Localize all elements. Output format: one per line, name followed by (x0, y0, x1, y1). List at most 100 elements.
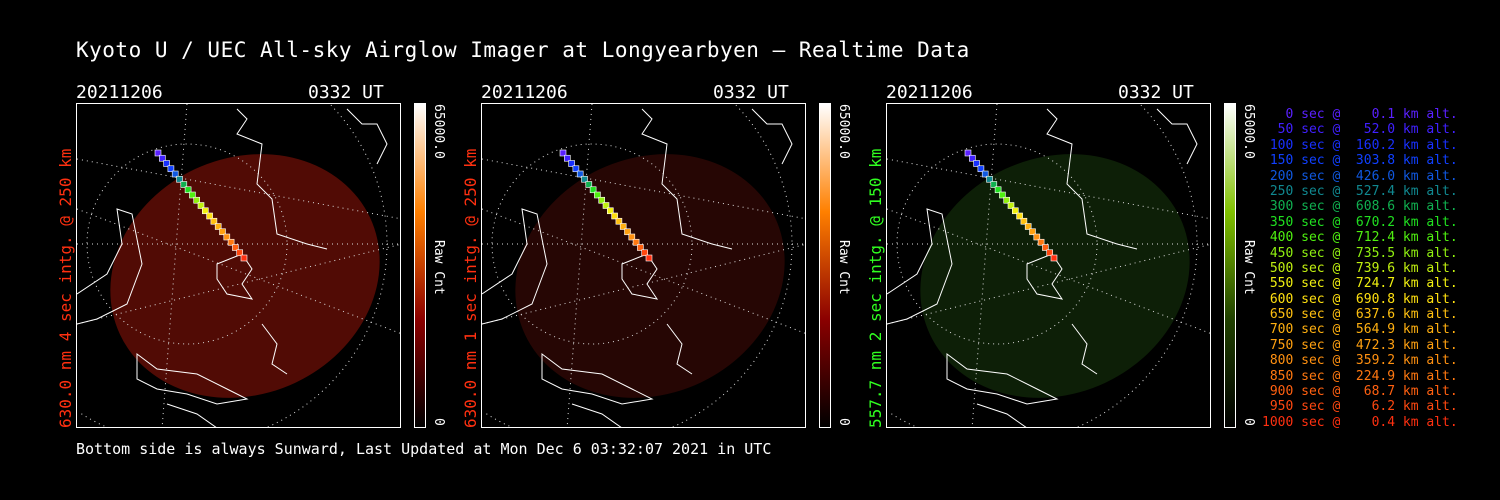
track-point (184, 186, 192, 194)
track-point (564, 154, 571, 162)
track-point (624, 228, 631, 236)
lat-lon-grid (887, 104, 1210, 427)
legend-entry: 650 sec @ 637.6 km alt. (1262, 307, 1458, 323)
track-point (581, 175, 588, 183)
latitude-circle (735, 104, 793, 244)
track-point (994, 186, 1002, 194)
airglow-image (110, 154, 380, 398)
track-point (159, 154, 166, 162)
colorbar-min-label: 0 (1241, 418, 1256, 426)
track-point (163, 160, 170, 167)
colorbar-min-label: 0 (836, 418, 851, 426)
colorbar (1224, 103, 1236, 428)
colorbar-max-label: 65000.0 (836, 104, 851, 159)
track-point (232, 244, 239, 251)
legend-entry: 450 sec @ 735.5 km alt. (1262, 245, 1458, 261)
track-point (594, 191, 601, 199)
track-point (1007, 202, 1015, 209)
latitude-circle (887, 411, 918, 427)
track-point (572, 165, 580, 173)
legend-entry: 400 sec @ 712.4 km alt. (1262, 230, 1458, 246)
track-point (641, 249, 648, 257)
track-point (219, 228, 226, 236)
track-point (602, 202, 610, 209)
track-point (236, 249, 243, 257)
track-point (615, 217, 623, 225)
panel-wavelength-label: 557.7 nm 2 sec intg. @ 150 km (866, 148, 885, 428)
track-point (568, 160, 575, 167)
track-point (977, 165, 985, 173)
colorbar-min-label: 0 (431, 418, 446, 426)
trajectory-legend: 0 sec @ 0.1 km alt. 50 sec @ 52.0 km alt… (1262, 107, 1458, 430)
panel-time: 0332 UT (308, 82, 384, 103)
track-point (210, 217, 218, 225)
colorbar-unit-label: Raw Cnt (431, 240, 446, 295)
legend-entry: 300 sec @ 608.6 km alt. (1262, 199, 1458, 215)
track-point (619, 223, 627, 230)
allsky-image-panel[interactable] (481, 103, 806, 428)
legend-entry: 100 sec @ 160.2 km alt. (1262, 137, 1458, 153)
legend-entry: 900 sec @ 68.7 km alt. (1262, 384, 1458, 400)
track-point (1012, 207, 1019, 215)
coastline (887, 108, 1198, 427)
track-point (628, 233, 636, 241)
track-point (193, 196, 200, 204)
track-point (964, 149, 972, 157)
track-point (990, 181, 998, 188)
colorbar (414, 103, 426, 428)
track-point (180, 181, 188, 188)
track-point (202, 207, 209, 215)
track-point (1046, 249, 1053, 257)
allsky-image-panel[interactable] (886, 103, 1211, 428)
panel-wavelength-label: 630.0 nm 1 sec intg. @ 250 km (461, 148, 480, 428)
track-point (197, 202, 205, 209)
legend-entry: 0 sec @ 0.1 km alt. (1262, 107, 1458, 122)
legend-entry: 850 sec @ 224.9 km alt. (1262, 368, 1458, 384)
track-point (206, 212, 213, 220)
airglow-image (515, 154, 785, 398)
panel-date: 20211206 (886, 82, 973, 103)
colorbar-max-label: 65000.0 (1241, 104, 1256, 159)
legend-entry: 200 sec @ 426.0 km alt. (1262, 168, 1458, 184)
airglow-image (920, 154, 1190, 398)
track-point (1029, 228, 1036, 236)
track-point (1020, 217, 1028, 225)
track-point (969, 154, 976, 162)
legend-entry: 950 sec @ 6.2 km alt. (1262, 399, 1458, 415)
colorbar-unit-label: Raw Cnt (836, 240, 851, 295)
coastline (77, 108, 388, 427)
latitude-circle (1140, 104, 1198, 244)
track-point (607, 207, 614, 215)
track-point (585, 181, 593, 188)
legend-entry: 50 sec @ 52.0 km alt. (1262, 122, 1458, 138)
legend-entry: 350 sec @ 670.2 km alt. (1262, 214, 1458, 230)
allsky-map (887, 104, 1210, 427)
legend-entry: 150 sec @ 303.8 km alt. (1262, 153, 1458, 169)
track-point (632, 238, 640, 246)
trajectory-track (964, 149, 1058, 262)
latitude-circle (482, 411, 513, 427)
track-point (637, 244, 644, 251)
allsky-image-panel[interactable] (76, 103, 401, 428)
legend-entry: 1000 sec @ 0.4 km alt. (1262, 414, 1458, 430)
legend-entry: 600 sec @ 690.8 km alt. (1262, 291, 1458, 307)
panel-time: 0332 UT (1118, 82, 1194, 103)
track-point (973, 160, 980, 167)
legend-entry: 550 sec @ 724.7 km alt. (1262, 276, 1458, 292)
track-point (223, 233, 231, 241)
latitude-circle (330, 104, 388, 244)
colorbar-max-label: 65000.0 (431, 104, 446, 159)
track-point (611, 212, 618, 220)
track-point (1016, 212, 1023, 220)
track-point (645, 254, 653, 262)
track-point (240, 254, 248, 262)
track-point (1024, 223, 1032, 230)
trajectory-track (154, 149, 248, 262)
track-point (1037, 238, 1045, 246)
page-title: Kyoto U / UEC All-sky Airglow Imager at … (76, 38, 970, 62)
legend-entry: 250 sec @ 527.4 km alt. (1262, 183, 1458, 199)
allsky-map (77, 104, 400, 427)
panel-date: 20211206 (481, 82, 568, 103)
colorbar (819, 103, 831, 428)
track-point (999, 191, 1006, 199)
